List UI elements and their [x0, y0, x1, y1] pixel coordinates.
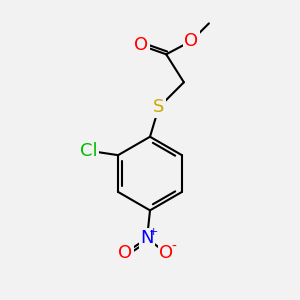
Text: Cl: Cl: [80, 142, 98, 160]
Text: -: -: [171, 240, 176, 254]
Text: O: O: [159, 244, 173, 262]
Text: N: N: [140, 229, 154, 247]
Text: O: O: [184, 32, 198, 50]
Text: O: O: [134, 37, 148, 55]
Text: +: +: [149, 227, 158, 237]
Text: S: S: [153, 98, 164, 116]
Text: O: O: [118, 244, 132, 262]
